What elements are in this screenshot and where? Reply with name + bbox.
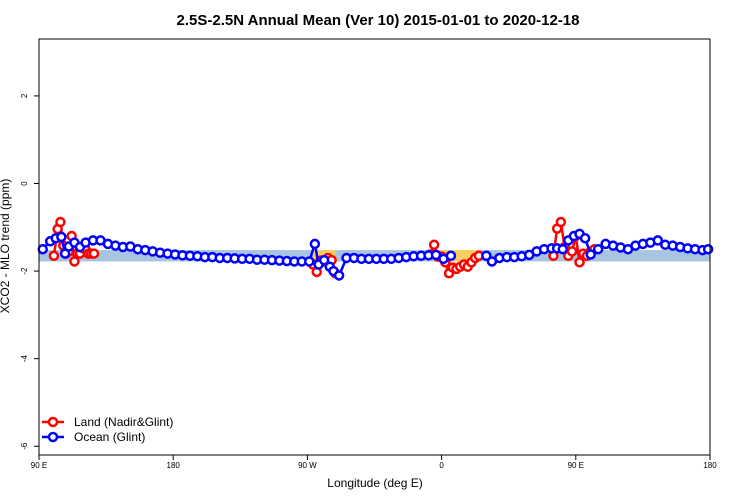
y-axis: 2 0 -2 -4 -6 <box>20 93 39 450</box>
ocean-data-point <box>592 243 604 255</box>
land-highlight-segment <box>456 250 461 262</box>
x-tick-label: 90 E <box>31 461 47 470</box>
land-data-point <box>566 246 578 257</box>
ocean-data-point <box>652 235 664 246</box>
land-data-point <box>428 239 440 251</box>
legend-land-marker <box>47 416 59 428</box>
ocean-data-point <box>37 243 48 255</box>
ocean-data-point <box>309 238 321 250</box>
ocean-data-point <box>304 256 315 267</box>
x-tick-label: 90 E <box>568 461 584 470</box>
plot-frame <box>38 38 711 456</box>
y-tick-label: 2 <box>20 93 29 98</box>
x-axis-label: Longitude (deg E) <box>327 476 422 490</box>
ocean-data-point <box>445 250 457 262</box>
land-data-point <box>48 250 60 262</box>
y-tick-label: 0 <box>20 181 29 186</box>
land-highlight-segment <box>460 250 464 262</box>
ocean-data-point <box>579 232 591 244</box>
land-highlight-segment <box>463 250 468 262</box>
ocean-series <box>37 228 714 281</box>
y-tick-label: -6 <box>20 442 29 450</box>
land-data-point <box>55 216 66 228</box>
x-tick-label: 0 <box>439 461 444 470</box>
ocean-data-point <box>702 243 714 255</box>
x-tick-label: 90 W <box>298 461 317 470</box>
x-tick-label: 180 <box>167 461 181 470</box>
ocean-data-point <box>557 243 569 255</box>
land-data-point <box>88 248 100 259</box>
land-data-point <box>574 257 585 268</box>
legend-land-label: Land (Nadir&Glint) <box>74 415 173 429</box>
series-layer <box>37 216 714 281</box>
y-axis-label: XCO2 - MLO trend (ppm) <box>0 179 12 314</box>
chart-title: 2.5S-2.5N Annual Mean (Ver 10) 2015-01-0… <box>177 12 580 29</box>
y-tick-label: -4 <box>20 355 29 363</box>
ocean-data-point <box>56 231 67 243</box>
ocean-data-point <box>585 249 596 260</box>
x-axis: 90 E 180 90 W 0 90 E 180 <box>31 455 717 470</box>
legend-ocean-marker <box>47 431 59 443</box>
x-tick-label: 180 <box>703 461 717 470</box>
legend: Land (Nadir&Glint) Ocean (Glint) <box>42 415 173 444</box>
land-data-point <box>555 216 567 228</box>
y-tick-label: -2 <box>20 267 29 275</box>
ocean-data-point <box>333 270 345 281</box>
ocean-data-point <box>318 254 330 266</box>
legend-ocean-label: Ocean (Glint) <box>74 430 145 444</box>
